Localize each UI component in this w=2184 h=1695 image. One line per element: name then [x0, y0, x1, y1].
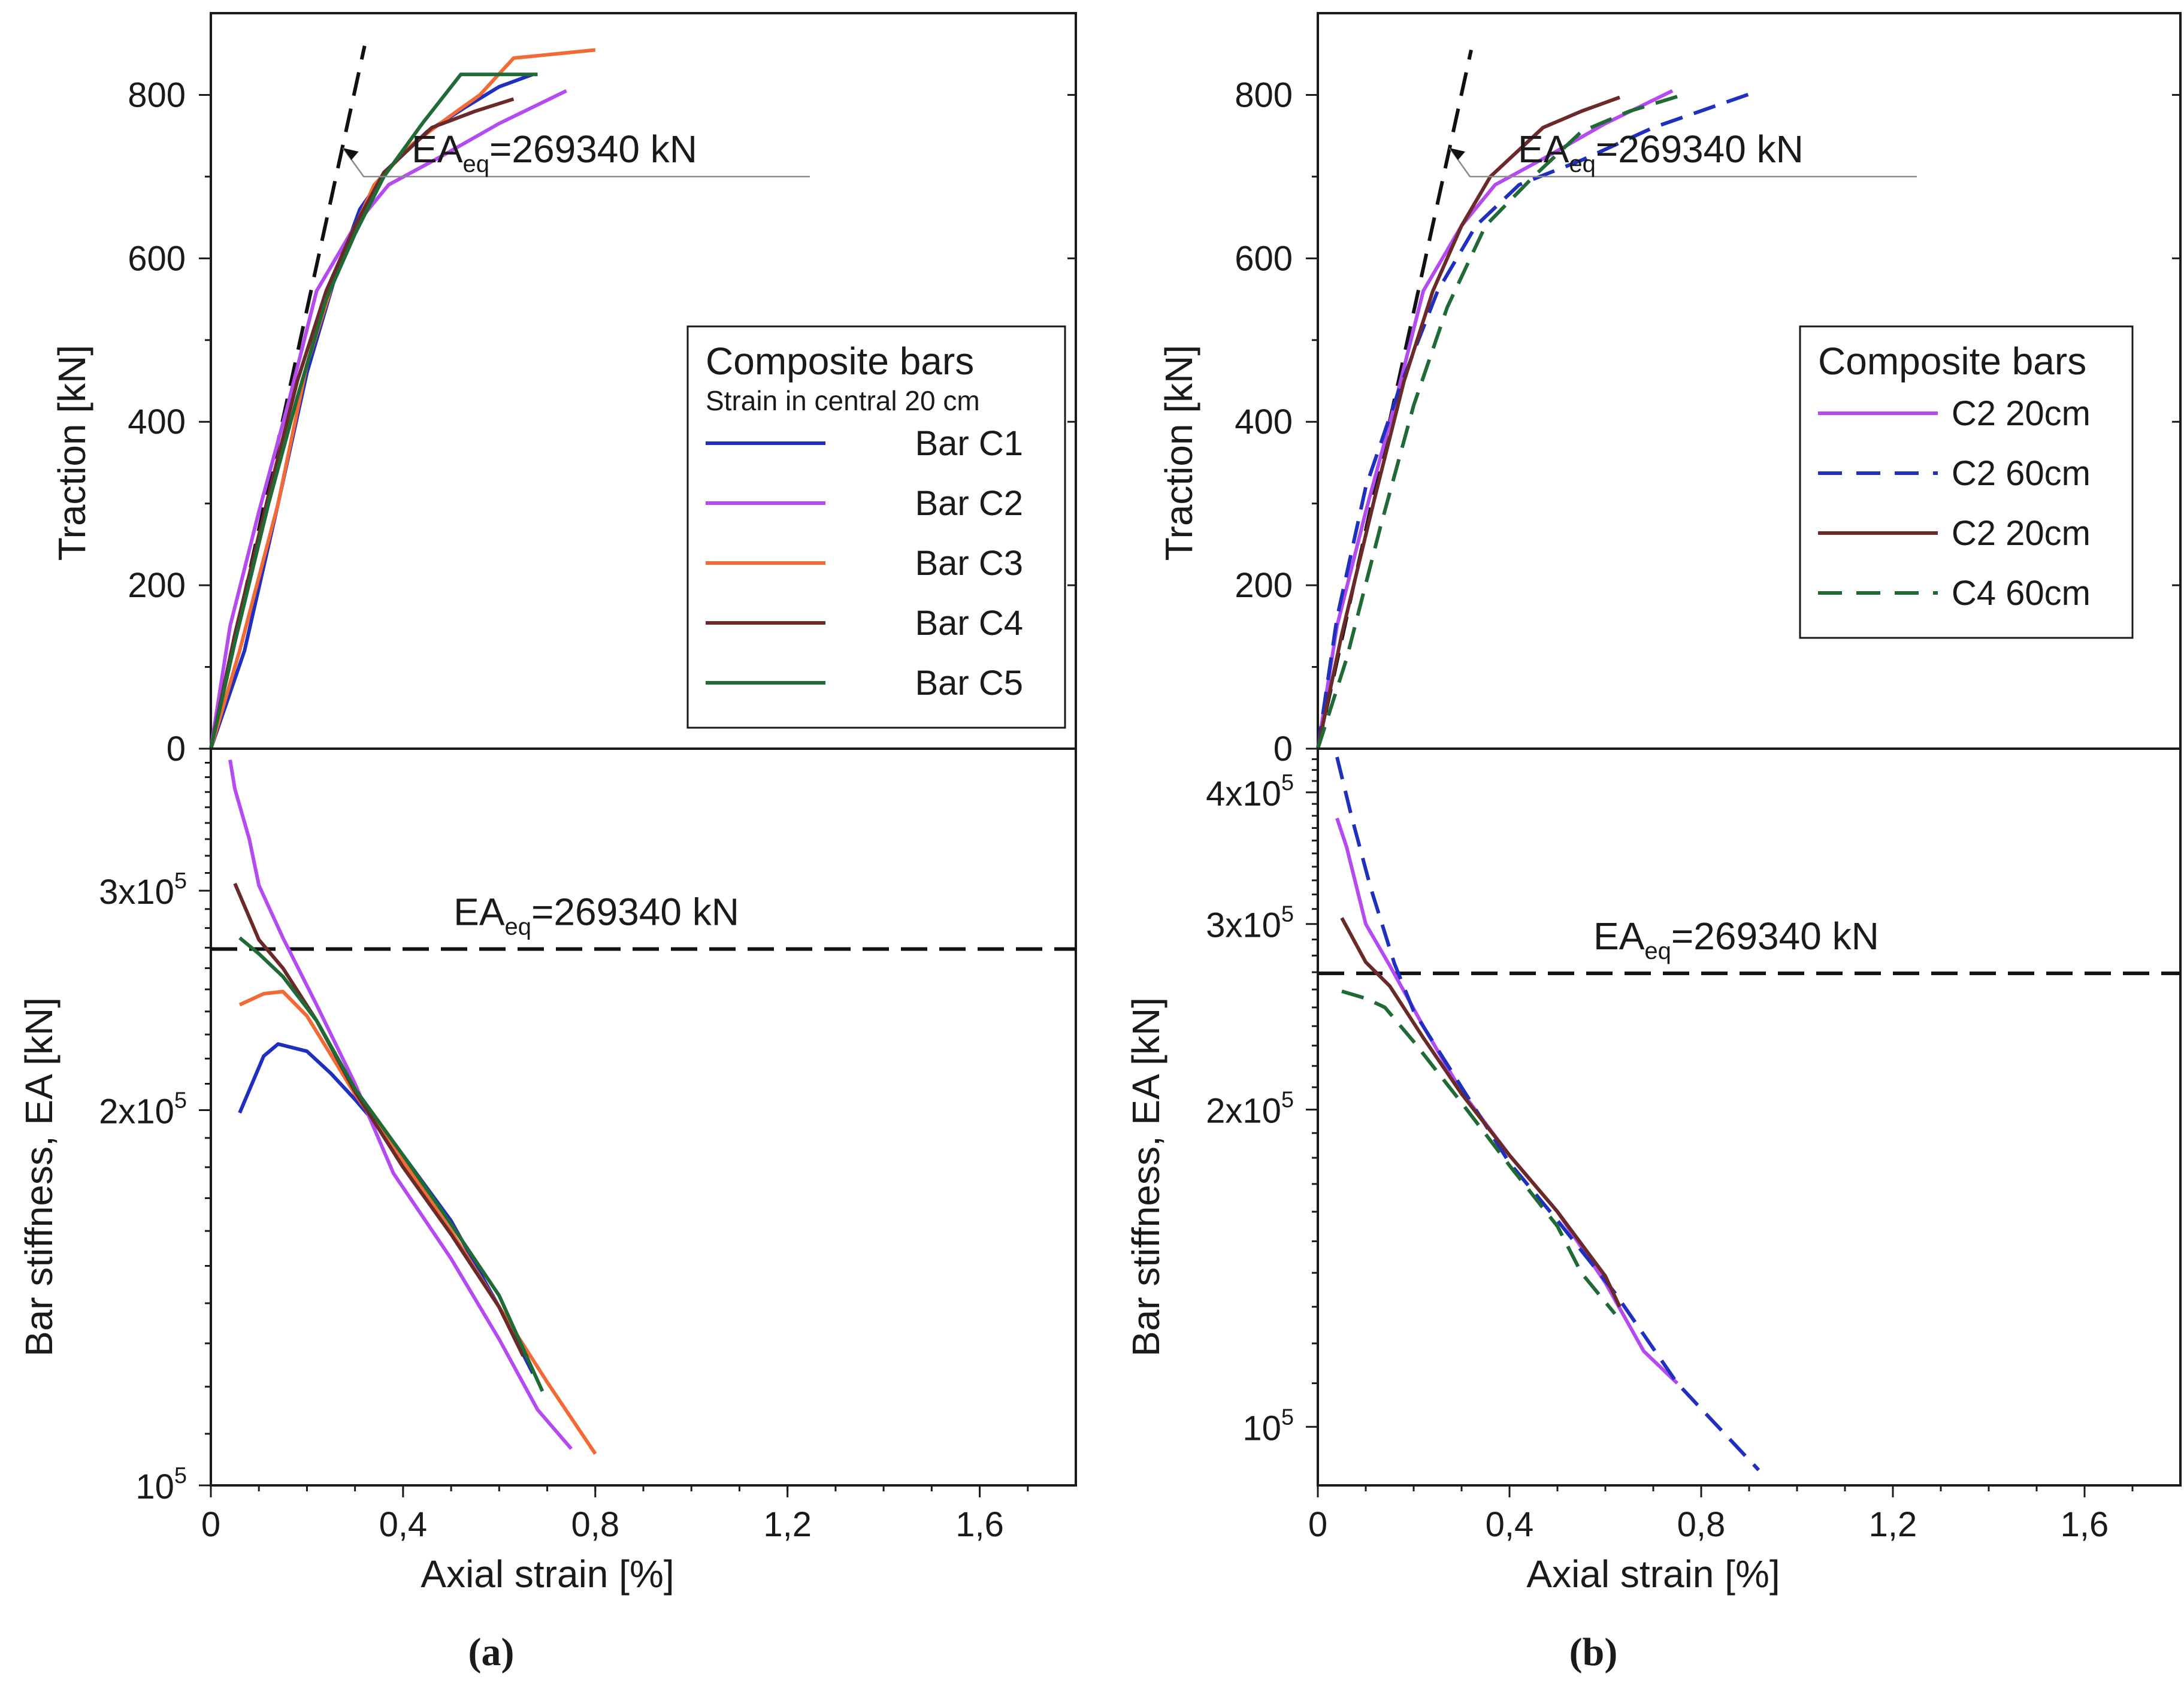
legend-box: [1799, 325, 2134, 639]
traction-series: [209, 48, 596, 749]
y-tick-label: 400: [1235, 402, 1293, 441]
y-tick-label: 2x105: [99, 1088, 187, 1131]
traction-series: [1316, 89, 1759, 749]
ea-annotation: EAeq=269340 kN: [453, 891, 739, 940]
annotation-arrowhead: [1450, 148, 1465, 161]
y-axis-title: Bar stiffness, EA [kN]: [1124, 997, 1167, 1357]
x-tick-label: 0: [1308, 1505, 1327, 1544]
x-tick-label: 1,6: [955, 1505, 1004, 1544]
legend-title: Composite bars: [1818, 340, 2086, 383]
y-tick-label: 0: [1274, 730, 1293, 768]
ea-annotation: EAeq=269340 kN: [1518, 128, 1804, 177]
legend-entry-label: Bar C4: [915, 604, 1023, 643]
y-tick-label: 200: [128, 566, 186, 605]
y-tick-label: 3x105: [99, 868, 187, 912]
legend-entry-label: C2 60cm: [1952, 454, 2091, 493]
stiffness-plot: 0 0,4 0,8 1,2 1,6 Axial strain [%] 105 2x105 3x1…: [1124, 747, 2182, 1596]
stiffness-series: [228, 759, 573, 1450]
annotation-arrowhead: [343, 148, 359, 161]
plot-frame: [1317, 747, 2182, 1487]
legend-title: Composite bars: [706, 340, 974, 383]
y-axis-title: Bar stiffness, EA [kN]: [17, 997, 61, 1357]
stiffness-series: [238, 989, 597, 1455]
y-tick-label: 800: [128, 75, 186, 114]
traction-series: [1316, 95, 1621, 749]
x-tick-label: 0,4: [379, 1505, 428, 1544]
y-tick-label: 0: [167, 730, 186, 768]
legend: Composite bars C2 20cm C2 60cm C2 20cm C4 60…: [1799, 325, 2134, 639]
x-tick-label: 1,2: [763, 1505, 812, 1544]
legend-subtitle: Strain in central 20 cm: [706, 385, 980, 416]
stiffness-series: [238, 936, 545, 1393]
traction-series: [1316, 95, 1678, 749]
x-axis-title: Axial strain [%]: [421, 1552, 674, 1596]
traction-plot: 0 200 400 600 800 Traction [kN] EAeq=269340 kN…: [50, 12, 1077, 768]
legend-entry-label: Bar C3: [915, 544, 1023, 583]
legend-entry-label: Bar C5: [915, 664, 1023, 703]
x-axis-title: Axial strain [%]: [1526, 1552, 1780, 1596]
stiffness-series: [1335, 818, 1679, 1385]
x-tick-label: 1,6: [2061, 1505, 2109, 1544]
legend-entry-label: Bar C1: [915, 424, 1023, 463]
plot-frame: [210, 747, 1077, 1487]
y-tick-label: 400: [128, 402, 186, 441]
stiffness-plot: 0 0,4 0,8 1,2 1,6 Axial strain [%] 105 2x105 3x1…: [17, 747, 1077, 1596]
panel-a: 0 200 400 600 800 Traction [kN] EAeq=269340 kN…: [17, 12, 1077, 1674]
y-tick-label: 105: [135, 1463, 187, 1506]
legend-entry-label: C4 60cm: [1952, 574, 2091, 613]
panel-label: (b): [1569, 1630, 1618, 1674]
x-tick-label: 0: [201, 1505, 220, 1544]
traction-plot: 0 200 400 600 800 Traction [kN] EAeq=269340 kN…: [1157, 12, 2182, 768]
y-axis-title: Traction [kN]: [1157, 345, 1200, 561]
legend-entry-label: C2 20cm: [1952, 514, 2091, 553]
x-tick-label: 0,8: [1677, 1505, 1726, 1544]
y-tick-label: 200: [1235, 566, 1293, 605]
x-tick-label: 0,4: [1486, 1505, 1534, 1544]
traction-series: [209, 97, 515, 749]
y-tick-label: 3x105: [1206, 902, 1294, 945]
ea-annotation: EAeq=269340 kN: [1593, 915, 1879, 964]
x-tick-label: 0,8: [571, 1505, 619, 1544]
y-tick-label: 600: [128, 239, 186, 278]
y-tick-label: 4x105: [1206, 770, 1294, 813]
panel-label: (a): [468, 1630, 515, 1674]
y-tick-label: 2x105: [1206, 1088, 1294, 1131]
stiffness-series: [1341, 989, 1617, 1315]
x-tick-label: 1,2: [1869, 1505, 1917, 1544]
legend-box: [686, 325, 1066, 729]
panel-b: 0 200 400 600 800 Traction [kN] EAeq=269340 kN…: [1124, 12, 2182, 1674]
stiffness-series: [1340, 917, 1622, 1308]
y-tick-label: 105: [1242, 1405, 1294, 1448]
stiffness-series: [238, 1042, 535, 1375]
y-tick-label: 800: [1235, 75, 1293, 114]
ea-annotation: EAeq=269340 kN: [412, 128, 697, 177]
legend-entry-label: C2 20cm: [1952, 394, 2091, 433]
y-tick-label: 600: [1235, 239, 1293, 278]
y-axis-title: Traction [kN]: [50, 345, 93, 561]
stiffness-series: [1335, 756, 1760, 1472]
traction-series: [209, 89, 567, 749]
legend-entry-label: Bar C2: [915, 484, 1023, 523]
traction-series: [209, 72, 538, 749]
traction-series: [1316, 89, 1674, 749]
